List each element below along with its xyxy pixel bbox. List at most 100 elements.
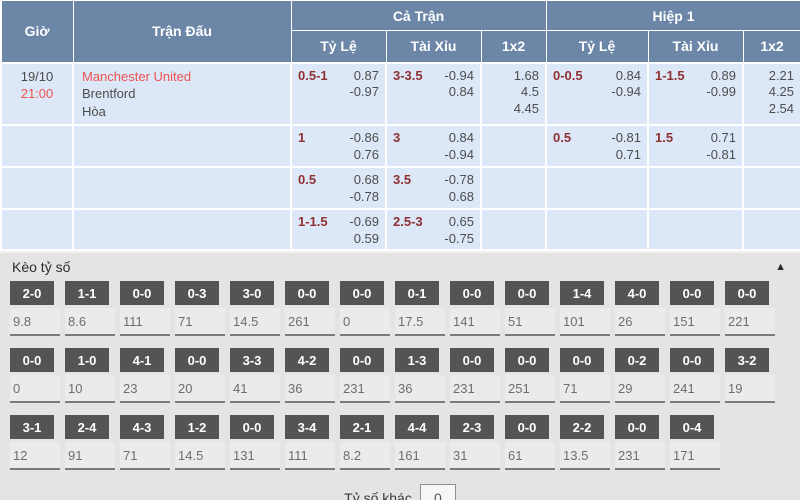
odds-cell-ft-over-under[interactable]: 3 0.84 -0.94 — [385, 124, 482, 168]
odds-cell-h1-1x2[interactable]: 2.21 4.25 2.54 — [741, 61, 800, 127]
score-cell[interactable]: 4-0 26 — [615, 281, 665, 337]
score-label: 4-4 — [395, 415, 439, 440]
score-label: 2-1 — [340, 415, 384, 440]
odd-value: 0.76 — [353, 147, 379, 163]
odds-cell-ft-over-under[interactable]: 2.5-3 0.65 -0.75 — [385, 207, 482, 252]
score-cell[interactable]: 0-3 71 — [175, 281, 225, 337]
collapse-arrow-icon[interactable]: ▲ — [775, 261, 786, 274]
time-cell — [0, 124, 74, 168]
score-cell[interactable]: 1-3 36 — [395, 348, 445, 404]
odds-cell-ft-handicap[interactable]: 1-1.5 -0.69 0.59 — [290, 207, 387, 252]
score-cell[interactable]: 2-1 8.2 — [340, 415, 390, 471]
score-cell[interactable]: 0-1 17.5 — [395, 281, 445, 337]
score-odds-value: 12 — [10, 442, 60, 471]
score-cell[interactable]: 0-0 0 — [340, 281, 390, 337]
odds-row: 0.5 0.68 -0.78 3.5 -0.78 0.68 — [0, 165, 800, 210]
other-score-value-box[interactable]: 0 — [419, 484, 456, 500]
score-label: 0-0 — [230, 415, 274, 440]
score-odds-value: 231 — [340, 375, 390, 404]
score-cell[interactable]: 0-0 51 — [505, 281, 555, 337]
score-cell[interactable]: 0-0 20 — [175, 348, 225, 404]
correct-score-header[interactable]: Kèo tỷ số ▲ — [0, 253, 800, 281]
line-value: 3 — [393, 130, 401, 146]
score-label: 3-1 — [10, 415, 54, 440]
line-value: 1.5 — [655, 130, 674, 146]
score-cell[interactable]: 1-1 8.6 — [65, 281, 115, 337]
score-cell[interactable]: 0-0 141 — [450, 281, 500, 337]
score-cell[interactable]: 0-0 71 — [560, 348, 610, 404]
odd-value: 0.59 — [353, 230, 379, 246]
score-label: 0-1 — [395, 281, 439, 306]
score-label: 0-0 — [670, 348, 714, 373]
score-cell[interactable]: 0-0 231 — [340, 348, 390, 404]
odds-cell-h1-1x2 — [741, 165, 800, 210]
odds-cell-ft-1x2[interactable]: 1.68 4.5 4.45 — [480, 61, 547, 127]
score-cell[interactable]: 0-0 231 — [615, 415, 665, 471]
score-cell[interactable]: 0-4 171 — [670, 415, 720, 471]
score-cell[interactable]: 0-0 131 — [230, 415, 280, 471]
score-cell[interactable]: 0-2 29 — [615, 348, 665, 404]
score-cell[interactable]: 3-1 12 — [10, 415, 60, 471]
score-odds-value: 36 — [395, 375, 445, 404]
score-cell[interactable]: 1-4 101 — [560, 281, 610, 337]
odds-cell-h1-handicap[interactable]: 0.5 -0.81 0.71 — [545, 124, 649, 168]
odd-value: -0.97 — [349, 84, 379, 100]
score-cell[interactable]: 0-0 111 — [120, 281, 170, 337]
odds-cell-ft-handicap[interactable]: 0.5 0.68 -0.78 — [290, 165, 387, 210]
score-label: 4-3 — [120, 415, 164, 440]
odds-row: 1 -0.86 0.76 3 0.84 -0.94 0.5 -0.81 0.71 1.5 0.71-… — [0, 124, 800, 168]
line-odds: 0-0.5 0.84 -0.94 — [547, 64, 647, 104]
odds-cell-ft-handicap[interactable]: 1 -0.86 0.76 — [290, 124, 387, 168]
line-value: 2.5-3 — [393, 213, 423, 229]
score-odds-value: 161 — [395, 442, 445, 471]
score-cell[interactable]: 2-2 13.5 — [560, 415, 610, 471]
score-odds-value: 0 — [10, 375, 60, 404]
odds-cell-ft-handicap[interactable]: 0.5-1 0.87 -0.97 — [290, 61, 387, 127]
score-cell[interactable]: 3-0 14.5 — [230, 281, 280, 337]
odd-value: -0.86 — [349, 130, 379, 146]
score-odds-value: 171 — [670, 442, 720, 471]
score-odds-value: 141 — [450, 308, 500, 337]
odds-cell-ft-over-under[interactable]: 3-3.5 -0.94 0.84 — [385, 61, 482, 127]
score-odds-value: 9.8 — [10, 308, 60, 337]
score-label: 1-3 — [395, 348, 439, 373]
score-cell[interactable]: 4-3 71 — [120, 415, 170, 471]
odds-cell-h1-handicap[interactable]: 0-0.5 0.84 -0.94 — [545, 61, 649, 127]
odds-cell-ft-over-under[interactable]: 3.5 -0.78 0.68 — [385, 165, 482, 210]
score-cell[interactable]: 0-0 61 — [505, 415, 555, 471]
score-cell[interactable]: 0-0 241 — [670, 348, 720, 404]
score-label: 0-0 — [615, 415, 659, 440]
score-cell[interactable]: 0-0 251 — [505, 348, 555, 404]
score-label: 0-4 — [670, 415, 714, 440]
odds-cell-h1-over-under[interactable]: 1-1.5 0.89 -0.99 — [647, 61, 744, 127]
score-cell[interactable]: 0-0 231 — [450, 348, 500, 404]
score-cell[interactable]: 4-4 161 — [395, 415, 445, 471]
score-cell[interactable]: 0-0 0 — [10, 348, 60, 404]
score-cell[interactable]: 1-2 14.5 — [175, 415, 225, 471]
score-cell[interactable]: 0-0 151 — [670, 281, 720, 337]
score-cell[interactable]: 0-0 261 — [285, 281, 335, 337]
score-cell[interactable]: 3-3 41 — [230, 348, 280, 404]
odds-cell-h1-over-under[interactable]: 1.5 0.71 -0.81 — [647, 124, 744, 168]
other-score-label: Tỷ số khác — [344, 490, 412, 500]
line-odds: 3 0.84 -0.94 — [387, 126, 480, 166]
score-odds-value: 91 — [65, 442, 115, 471]
correct-score-title: Kèo tỷ số — [12, 259, 71, 276]
score-cell[interactable]: 4-1 23 — [120, 348, 170, 404]
score-cell[interactable]: 2-0 9.8 — [10, 281, 60, 337]
score-cell[interactable]: 2-4 91 — [65, 415, 115, 471]
line-odds: 0.5-1 0.87 -0.97 — [292, 64, 385, 104]
score-cell[interactable]: 3-4 111 — [285, 415, 335, 471]
score-cell[interactable]: 1-0 10 — [65, 348, 115, 404]
score-cell[interactable]: 3-2 19 — [725, 348, 775, 404]
score-row: 0-0 0 1-0 10 4-1 23 0-0 20 3-3 41 4-2 36 0-0 231 1-3 36… — [0, 348, 800, 415]
line-odds: 0.5 -0.81 0.71 — [547, 126, 647, 166]
score-cell[interactable]: 2-3 31 — [450, 415, 500, 471]
score-cell[interactable]: 4-2 36 — [285, 348, 335, 404]
score-odds-value: 251 — [505, 375, 555, 404]
odd-value: -0.75 — [444, 230, 474, 246]
score-cell[interactable]: 0-0 221 — [725, 281, 775, 337]
odds-values: 0.68 -0.78 — [349, 172, 379, 206]
score-label: 0-0 — [505, 281, 549, 306]
score-label: 0-0 — [725, 281, 769, 306]
